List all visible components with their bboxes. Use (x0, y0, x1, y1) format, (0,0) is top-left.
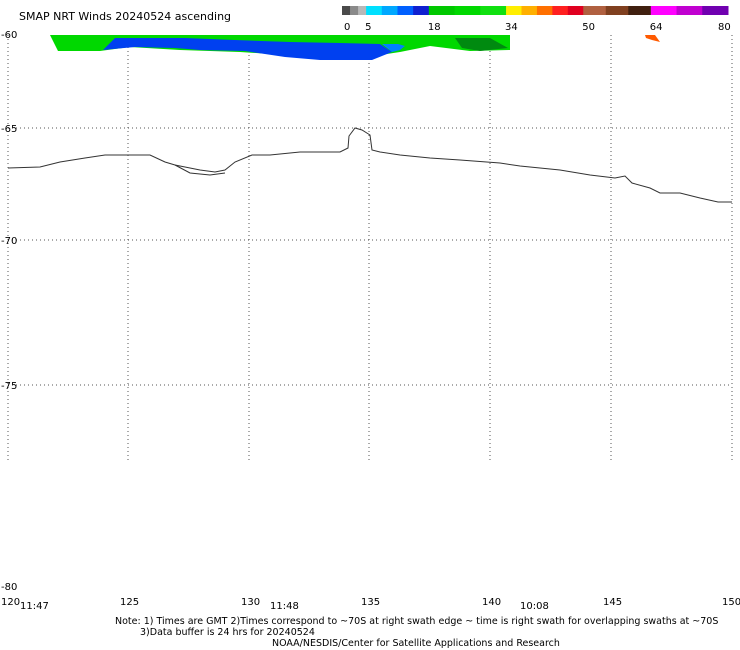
latitude-labels: -60 -65 -70 -75 -80 (1, 30, 17, 593)
lon-label-125: 125 (120, 597, 139, 608)
lat-label-70: -70 (1, 236, 17, 247)
colorbar-tick-label: 18 (428, 22, 441, 33)
colorbar-tick-label: 50 (582, 22, 595, 33)
colorbar-tick-label: 5 (365, 22, 371, 33)
credit-line: NOAA/NESDIS/Center for Satellite Applica… (272, 638, 560, 649)
lat-label-60: -60 (1, 30, 17, 41)
lon-label-145: 145 (603, 597, 622, 608)
wind-swath-blue (103, 38, 392, 60)
lat-label-65: -65 (1, 124, 17, 135)
wind-speed-colorbar (342, 6, 729, 15)
map-title: SMAP NRT Winds 20240524 ascending (19, 10, 231, 23)
colorbar-swatch (480, 6, 507, 15)
colorbar-swatch (536, 6, 553, 15)
note-line-2: 3)Data buffer is 24 hrs for 20240524 (140, 627, 315, 638)
colorbar-swatch (676, 6, 703, 15)
colorbar-swatch (428, 6, 456, 15)
wind-swath-blue-edge (382, 44, 405, 52)
colorbar-swatch (628, 6, 652, 15)
coastline-inlet (174, 164, 226, 176)
lon-label-150: 150 (722, 597, 740, 608)
lat-label-80: -80 (1, 582, 17, 593)
lon-label-130: 130 (241, 597, 260, 608)
wind-swath-dark-green (455, 38, 508, 51)
colorbar-swatch (397, 6, 414, 15)
lat-lon-grid (7, 35, 733, 462)
pass-times: 11:47 11:48 10:08 (20, 601, 549, 612)
note-line-1: Note: 1) Times are GMT 2)Times correspon… (115, 616, 719, 627)
colorbar-tick-label: 34 (505, 22, 518, 33)
longitude-labels: 120 125 130 135 140 145 150 (1, 597, 740, 608)
colorbar-swatch (413, 6, 430, 15)
colorbar-swatch (506, 6, 522, 15)
lat-label-75: -75 (1, 381, 17, 392)
colorbar-swatch (350, 6, 359, 15)
pass-time-2: 11:48 (270, 601, 299, 612)
colorbar-swatch (366, 6, 383, 15)
colorbar-tick-label: 64 (650, 22, 663, 33)
wind-swath-orange (645, 35, 660, 42)
colorbar-swatch (552, 6, 569, 15)
colorbar-swatch (342, 6, 351, 15)
colorbar-swatch (358, 6, 367, 15)
colorbar-tick-label: 0 (344, 22, 350, 33)
wind-swaths (50, 35, 660, 60)
colorbar-swatch (650, 6, 678, 15)
colorbar-swatch (567, 6, 584, 15)
colorbar-swatch (605, 6, 629, 15)
pass-time-1: 11:47 (20, 601, 49, 612)
colorbar-swatch (583, 6, 607, 15)
colorbar-swatch (454, 6, 481, 15)
colorbar-swatch (702, 6, 729, 15)
antarctic-coastline (7, 127, 732, 203)
colorbar-tick-label: 80 (718, 22, 731, 33)
lon-label-135: 135 (361, 597, 380, 608)
lon-label-140: 140 (482, 597, 501, 608)
lon-label-120: 120 (1, 597, 20, 608)
colorbar-swatch (381, 6, 398, 15)
colorbar-labels: 0 5 18 34 50 64 80 (344, 22, 731, 33)
colorbar-swatch (521, 6, 538, 15)
pass-time-3: 10:08 (520, 601, 549, 612)
